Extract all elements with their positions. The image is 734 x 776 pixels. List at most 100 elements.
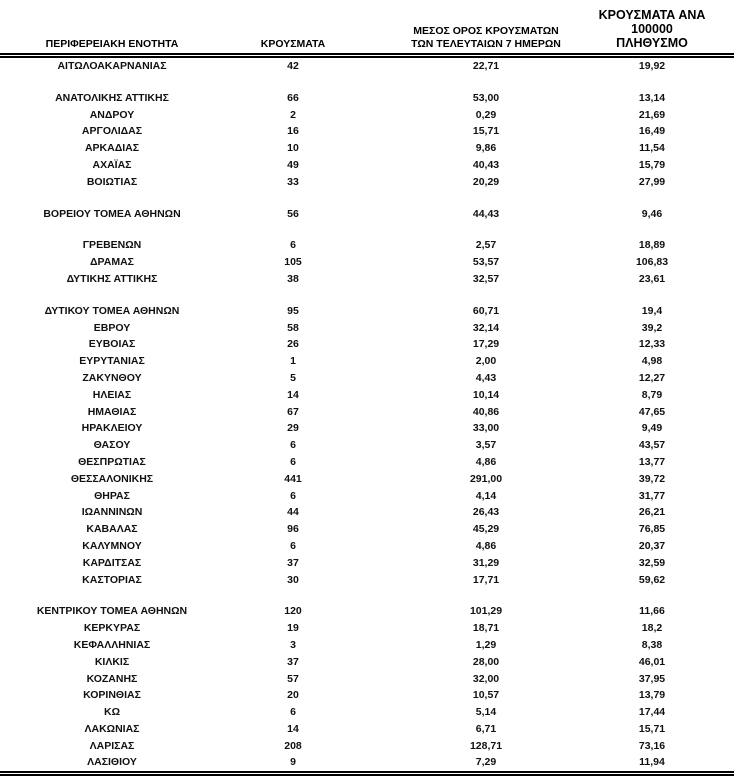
- cell-avg-7day: 9,86: [475, 142, 497, 155]
- group-spacer: [0, 588, 734, 603]
- table-row: ΒΟΙΩΤΙΑΣ 33 20,29 27,99: [0, 174, 734, 191]
- cell-region: ΑΡΚΑΔΙΑΣ: [84, 142, 140, 155]
- cell-cases: 96: [287, 523, 299, 536]
- cell-cases: 3: [290, 638, 296, 651]
- cell-per-100k: 46,01: [638, 655, 666, 668]
- cell-cases: 56: [287, 207, 299, 220]
- table-row: ΕΥΒΟΙΑΣ 26 17,29 12,33: [0, 336, 734, 353]
- cell-per-100k: 26,21: [638, 506, 666, 519]
- cell-avg-7day: 2,57: [475, 239, 497, 252]
- table-row: ΗΛΕΙΑΣ 14 10,14 8,79: [0, 387, 734, 404]
- table-row: ΘΗΡΑΣ 6 4,14 31,77: [0, 488, 734, 505]
- cell-region: ΔΥΤΙΚΗΣ ΑΤΤΙΚΗΣ: [66, 272, 158, 285]
- cell-avg-7day: 4,43: [475, 371, 497, 384]
- table-row: ΑΧΑΪΑΣ 49 40,43 15,79: [0, 157, 734, 174]
- group-spacer: [0, 222, 734, 237]
- cell-per-100k: 9,46: [641, 207, 663, 220]
- cell-region: ΚΑΛΥΜΝΟΥ: [82, 539, 142, 552]
- table-body: ΑΙΤΩΛΟΑΚΑΡΝΑΝΙΑΣ 42 22,71 19,92 ΑΝΑΤΟΛΙΚΗΣ Α…: [0, 56, 734, 774]
- cell-avg-7day: 53,57: [472, 256, 500, 269]
- cell-region: ΘΑΣΟΥ: [93, 439, 131, 452]
- cell-cases: 10: [287, 142, 299, 155]
- cell-cases: 44: [287, 506, 299, 519]
- cell-avg-7day: 3,57: [475, 439, 497, 452]
- cell-cases: 30: [287, 573, 299, 586]
- cell-per-100k: 15,79: [638, 158, 666, 171]
- cell-region: ΚΙΛΚΙΣ: [94, 655, 130, 668]
- cell-cases: 37: [287, 655, 299, 668]
- cell-avg-7day: 291,00: [469, 472, 503, 485]
- table-row: ΕΒΡΟΥ 58 32,14 39,2: [0, 320, 734, 337]
- cell-per-100k: 12,33: [638, 338, 666, 351]
- table-row: ΒΟΡΕΙΟΥ ΤΟΜΕΑ ΑΘΗΝΩΝ 56 44,43 9,46: [0, 206, 734, 223]
- cell-avg-7day: 32,14: [472, 321, 500, 334]
- cell-per-100k: 76,85: [638, 523, 666, 536]
- cell-region: ΚΕΡΚΥΡΑΣ: [83, 622, 141, 635]
- table-row: ΛΑΣΙΘΙΟΥ 9 7,29 11,94: [0, 754, 734, 773]
- cell-cases: 105: [284, 256, 302, 269]
- cell-per-100k: 11,54: [639, 142, 665, 155]
- cell-region: ΚΑΒΑΛΑΣ: [86, 523, 138, 536]
- table-row: ΖΑΚΥΝΘΟΥ 5 4,43 12,27: [0, 370, 734, 387]
- cell-cases: 29: [287, 422, 299, 435]
- cell-region: ΛΑΚΩΝΙΑΣ: [84, 722, 140, 735]
- cell-cases: 58: [287, 321, 299, 334]
- cell-region: ΔΥΤΙΚΟΥ ΤΟΜΕΑ ΑΘΗΝΩΝ: [44, 304, 180, 317]
- group-spacer-cell: [0, 588, 734, 603]
- cell-per-100k: 11,94: [639, 756, 665, 769]
- cell-per-100k: 12,27: [638, 371, 666, 384]
- cell-region: ΚΑΡΔΙΤΣΑΣ: [82, 556, 142, 569]
- cell-avg-7day: 5,14: [475, 706, 497, 719]
- cell-avg-7day: 32,00: [472, 672, 500, 685]
- cell-per-100k: 31,77: [638, 489, 666, 502]
- cell-region: ΗΜΑΘΙΑΣ: [87, 405, 137, 418]
- cell-per-100k: 4,98: [641, 355, 663, 368]
- table-row: ΔΥΤΙΚΗΣ ΑΤΤΙΚΗΣ 38 32,57 23,61: [0, 271, 734, 288]
- cell-cases: 37: [287, 556, 299, 569]
- cell-avg-7day: 44,43: [472, 207, 500, 220]
- group-spacer-cell: [0, 75, 734, 90]
- cell-region: ΑΝΔΡΟΥ: [89, 108, 135, 121]
- cell-avg-7day: 33,00: [472, 422, 500, 435]
- cell-avg-7day: 4,86: [475, 539, 497, 552]
- cell-cases: 38: [287, 272, 299, 285]
- table-row: ΚΕΦΑΛΛΗΝΙΑΣ 3 1,29 8,38: [0, 637, 734, 654]
- cell-avg-7day: 101,29: [469, 605, 503, 618]
- cell-avg-7day: 6,71: [475, 722, 497, 735]
- cell-per-100k: 13,77: [638, 455, 666, 468]
- cell-avg-7day: 128,71: [469, 739, 503, 752]
- cell-cases: 208: [284, 739, 302, 752]
- cell-per-100k: 39,72: [638, 472, 666, 485]
- cell-per-100k: 39,2: [641, 321, 663, 334]
- cell-avg-7day: 10,14: [472, 388, 500, 401]
- cell-region: ΚΕΦΑΛΛΗΝΙΑΣ: [73, 638, 151, 651]
- cell-avg-7day: 60,71: [472, 304, 500, 317]
- group-spacer: [0, 288, 734, 303]
- cell-cases: 33: [287, 175, 299, 188]
- cell-cases: 6: [290, 489, 296, 502]
- cell-region: ΒΟΡΕΙΟΥ ΤΟΜΕΑ ΑΘΗΝΩΝ: [43, 207, 181, 220]
- column-header-avg-7day: ΜΕΣΟΣ ΟΡΟΣ ΚΡΟΥΣΜΑΤΩΝ ΤΩΝ ΤΕΛΕΥΤΑΙΩΝ 7 Η…: [362, 8, 592, 58]
- cell-per-100k: 106,83: [635, 256, 669, 269]
- cell-per-100k: 27,99: [638, 175, 666, 188]
- cell-per-100k: 16,49: [638, 125, 666, 138]
- table-row: ΓΡΕΒΕΝΩΝ 6 2,57 18,89: [0, 237, 734, 254]
- cell-region: ΙΩΑΝΝΙΝΩΝ: [81, 506, 143, 519]
- cell-avg-7day: 7,29: [475, 756, 497, 769]
- cell-cases: 19: [287, 622, 299, 635]
- cell-per-100k: 9,49: [641, 422, 663, 435]
- cell-per-100k: 8,79: [641, 388, 663, 401]
- cell-region: ΕΥΡΥΤΑΝΙΑΣ: [79, 355, 145, 368]
- cell-per-100k: 15,71: [638, 722, 666, 735]
- group-spacer: [0, 191, 734, 206]
- cell-cases: 26: [287, 338, 299, 351]
- cell-avg-7day: 20,29: [472, 175, 500, 188]
- table-row: ΚΟΖΑΝΗΣ 57 32,00 37,95: [0, 671, 734, 688]
- cell-cases: 14: [287, 722, 299, 735]
- table-row: ΛΑΚΩΝΙΑΣ 14 6,71 15,71: [0, 721, 734, 738]
- cell-per-100k: 18,89: [638, 239, 666, 252]
- cell-region: ΒΟΙΩΤΙΑΣ: [86, 175, 138, 188]
- group-spacer: [0, 75, 734, 90]
- group-spacer-cell: [0, 191, 734, 206]
- cell-cases: 49: [287, 158, 299, 171]
